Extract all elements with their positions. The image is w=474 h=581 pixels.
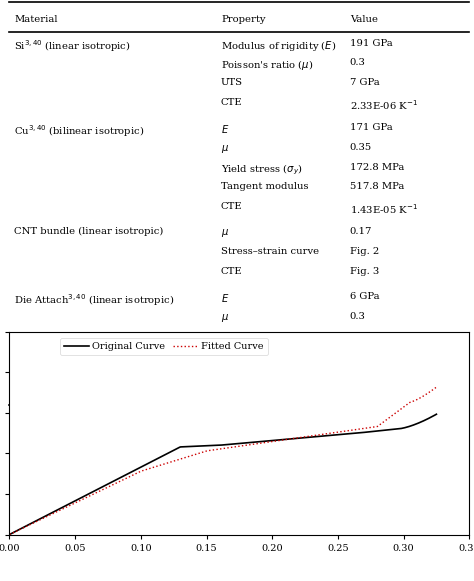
Original Curve [210,442,215,449]
Text: 171 GPa: 171 GPa [350,123,392,132]
Text: 30E-6 K$^{-1}$: 30E-6 K$^{-1}$ [350,332,402,345]
Text: 0.3: 0.3 [350,312,365,321]
Original Curve [237,440,243,447]
Text: Fig. 2: Fig. 2 [350,247,379,256]
Text: Modulus of rigidity ($E$): Modulus of rigidity ($E$) [221,39,337,53]
Text: $E$: $E$ [221,123,229,135]
Fitted Curve [7,531,12,538]
Text: Tangent modulus: Tangent modulus [221,182,309,191]
Text: CTE: CTE [221,332,243,340]
Text: 0.3: 0.3 [350,58,365,67]
Text: CTE: CTE [221,202,243,211]
Text: 0.17: 0.17 [350,227,372,236]
Text: 2.33E-06 K$^{-1}$: 2.33E-06 K$^{-1}$ [350,98,418,112]
Line: Original Curve: Original Curve [9,414,437,535]
Fitted Curve [423,391,429,398]
Fitted Curve [261,439,266,446]
Text: 1.43E-05 K$^{-1}$: 1.43E-05 K$^{-1}$ [350,202,418,216]
Original Curve [261,438,266,445]
Text: UTS: UTS [221,78,243,87]
Text: Substrate (FR4)$^{3,40}$ (linear isotropic): Substrate (FR4)$^{3,40}$ (linear isotrop… [14,357,202,372]
Text: $E$: $E$ [221,357,229,369]
Text: Stress–strain curve: Stress–strain curve [221,247,319,256]
Fitted Curve [356,426,362,433]
Original Curve [7,531,12,538]
Text: $\mu$: $\mu$ [221,312,229,324]
Text: 172.8 MPa: 172.8 MPa [350,163,404,171]
Text: 26 GPa: 26 GPa [350,357,386,366]
Text: Poisson's ratio ($\mu$): Poisson's ratio ($\mu$) [221,58,313,73]
Text: 7 GPa: 7 GPa [350,78,380,87]
Line: Fitted Curve: Fitted Curve [9,387,437,535]
Original Curve [212,442,218,449]
Original Curve [356,429,362,436]
Original Curve [434,411,439,418]
Fitted Curve [212,446,218,453]
Text: $\mu$: $\mu$ [221,376,229,389]
Text: 0.35: 0.35 [350,143,372,152]
Text: 6 GPa: 6 GPa [350,292,379,301]
Text: Property: Property [221,15,265,24]
Text: CNT bundle (linear isotropic): CNT bundle (linear isotropic) [14,227,164,236]
Text: $\mu$: $\mu$ [221,143,229,155]
Text: Value: Value [350,15,378,24]
Text: Fig. 3: Fig. 3 [350,267,379,276]
Fitted Curve [434,383,439,390]
Text: Die Attach$^{3,40}$ (linear isotropic): Die Attach$^{3,40}$ (linear isotropic) [14,292,174,308]
Text: CTE: CTE [221,267,243,276]
Text: Material: Material [14,15,57,24]
Text: 0.39: 0.39 [350,376,372,386]
Fitted Curve [210,447,215,454]
Text: CTE: CTE [221,396,243,406]
Text: 191 GPa: 191 GPa [350,39,392,48]
Text: CTE: CTE [221,98,243,107]
Legend: Original Curve, Fitted Curve: Original Curve, Fitted Curve [60,339,268,355]
Text: Yield stress ($\sigma_y$): Yield stress ($\sigma_y$) [221,163,303,177]
Original Curve [423,416,429,423]
Text: $\mu$: $\mu$ [221,227,229,239]
Text: $E$: $E$ [221,292,229,304]
Text: Cu$^{3,40}$ (bilinear isotropic): Cu$^{3,40}$ (bilinear isotropic) [14,123,145,139]
Fitted Curve [237,443,243,450]
Text: Si$^{3,40}$ (linear isotropic): Si$^{3,40}$ (linear isotropic) [14,39,131,55]
Text: 517.8 MPa: 517.8 MPa [350,182,404,191]
Text: 15E-6 K$^{-1}$: 15E-6 K$^{-1}$ [350,396,402,410]
